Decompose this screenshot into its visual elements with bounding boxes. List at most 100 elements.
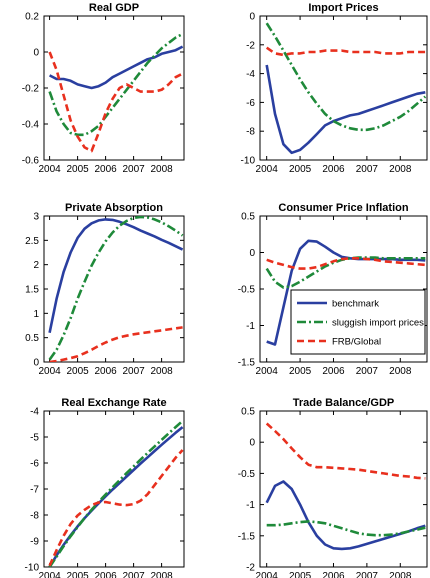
x-tick-label: 2008 — [150, 366, 173, 377]
panel-real-exchange-rate: Real Exchange Rate 2004 2005 2006 2007 2008 -1… — [25, 397, 185, 578]
x-tick-label: 2005 — [289, 366, 312, 377]
series-line-sluggish-import-prices — [48, 32, 184, 137]
y-tick-label: -0.5 — [238, 285, 256, 296]
x-tick-label: 2007 — [122, 366, 145, 377]
y-tick-label: -10 — [25, 563, 40, 574]
y-tick-label: 0 — [249, 248, 255, 259]
x-tick-label: 2006 — [322, 164, 345, 175]
series-line-sluggish-import-prices — [265, 256, 426, 289]
y-tick-label: 0.2 — [25, 12, 39, 23]
panel-title: Private Absorption — [65, 202, 163, 214]
y-tick-label: -4 — [246, 69, 255, 80]
series-line-benchmark — [48, 218, 184, 334]
x-tick-label: 2008 — [389, 366, 412, 377]
series-line-frb-global — [48, 51, 184, 153]
x-tick-label: 2004 — [256, 164, 279, 175]
x-tick-label: 2008 — [389, 571, 412, 578]
y-tick-label: -6 — [246, 98, 255, 109]
plot-frame — [259, 15, 428, 161]
y-tick-label: -8 — [246, 127, 255, 138]
panel-title: Real Exchange Rate — [61, 397, 166, 409]
x-tick-label: 2006 — [322, 366, 345, 377]
series-line-sluggish-import-prices — [265, 22, 427, 132]
panel-title: Real GDP — [89, 2, 139, 14]
y-tick-label: 0.5 — [241, 212, 255, 223]
legend-label-sluggish-import-prices: sluggish import prices — [332, 318, 424, 329]
y-tick-label: -0.5 — [238, 469, 256, 480]
y-tick-label: -10 — [241, 156, 256, 167]
y-tick-label: -1.5 — [238, 531, 256, 542]
y-tick-label: 0.5 — [241, 407, 255, 418]
x-tick-label: 2007 — [356, 366, 379, 377]
y-tick-label: -5 — [30, 433, 39, 444]
series-line-frb-global — [48, 449, 184, 567]
y-tick-label: -9 — [30, 537, 39, 548]
y-tick-label: -0.2 — [22, 84, 40, 95]
x-tick-label: 2005 — [289, 164, 312, 175]
y-tick-label: -7 — [30, 485, 39, 496]
y-tick-label: 0 — [33, 358, 39, 369]
x-tick-label: 2004 — [38, 164, 61, 175]
x-tick-label: 2006 — [94, 164, 117, 175]
series-line-benchmark — [49, 45, 184, 90]
y-tick-label: -6 — [30, 459, 39, 470]
y-tick-label: 2 — [33, 260, 39, 271]
series-line-frb-global — [265, 46, 426, 57]
y-tick-label: -4 — [30, 407, 39, 418]
panel-title: Trade Balance/GDP — [293, 397, 395, 409]
series-line-benchmark — [265, 64, 426, 155]
x-tick-label: 2006 — [322, 571, 345, 578]
series-line-frb-global — [49, 326, 183, 362]
panel-title: Consumer Price Inflation — [278, 202, 408, 214]
series-line-benchmark — [265, 480, 426, 551]
legend: benchmark sluggish import prices FRB/Globa… — [290, 289, 426, 355]
y-tick-label: 1.5 — [25, 285, 39, 296]
y-tick-label: 3 — [33, 212, 39, 223]
x-tick-label: 2008 — [150, 571, 173, 578]
x-tick-label: 2004 — [38, 366, 61, 377]
x-tick-label: 2004 — [256, 571, 279, 578]
y-tick-label: -8 — [30, 511, 39, 522]
x-tick-label: 2008 — [150, 164, 173, 175]
plot-frame — [43, 15, 185, 161]
legend-label-benchmark: benchmark — [332, 299, 379, 310]
panel-real-gdp: Real GDP 2004 2005 2006 2007 2008 -0.6 -0.4 -0.2… — [22, 2, 185, 175]
x-tick-label: 2005 — [66, 366, 89, 377]
legend-label-frb-global: FRB/Global — [332, 337, 381, 348]
panel-trade-balance-gdp: Trade Balance/GDP 2004 2005 2006 2007 2008 -2 -… — [238, 397, 428, 578]
x-tick-label: 2007 — [356, 571, 379, 578]
y-tick-label: -2 — [246, 40, 255, 51]
legend-box — [290, 289, 426, 355]
panel-private-absorption: Private Absorption 2004 2005 2006 2007 2008 0 0… — [25, 202, 185, 377]
x-tick-label: 2004 — [256, 366, 279, 377]
y-tick-label: 0 — [33, 48, 39, 59]
x-tick-label: 2007 — [122, 164, 145, 175]
y-tick-label: 2.5 — [25, 236, 39, 247]
y-tick-label: -0.4 — [22, 120, 40, 131]
x-tick-label: 2007 — [122, 571, 145, 578]
y-tick-label: -2 — [246, 563, 255, 574]
series-line-frb-global — [265, 422, 426, 480]
y-tick-label: -1 — [246, 500, 255, 511]
y-tick-label: -1 — [246, 321, 255, 332]
panel-title: Import Prices — [308, 2, 378, 14]
x-tick-label: 2006 — [94, 571, 117, 578]
x-tick-label: 2006 — [94, 366, 117, 377]
y-tick-label: -0.6 — [22, 156, 40, 167]
y-tick-label: 0 — [249, 438, 255, 449]
x-tick-label: 2005 — [66, 571, 89, 578]
series-line-sluggish-import-prices — [48, 419, 184, 567]
series-line-sluggish-import-prices — [266, 520, 426, 537]
x-tick-label: 2004 — [38, 571, 61, 578]
series-line-frb-global — [266, 256, 426, 270]
y-tick-label: 0.5 — [25, 333, 39, 344]
panel-import-prices: Import Prices 2004 2005 2006 2007 2008 -10 -8 -6… — [241, 2, 428, 175]
y-tick-label: 1 — [33, 309, 39, 320]
x-tick-label: 2008 — [389, 164, 412, 175]
plot-frame — [259, 410, 428, 568]
y-tick-label: 0 — [249, 12, 255, 23]
x-tick-label: 2005 — [66, 164, 89, 175]
x-tick-label: 2007 — [356, 164, 379, 175]
y-tick-label: -1.5 — [238, 358, 256, 369]
